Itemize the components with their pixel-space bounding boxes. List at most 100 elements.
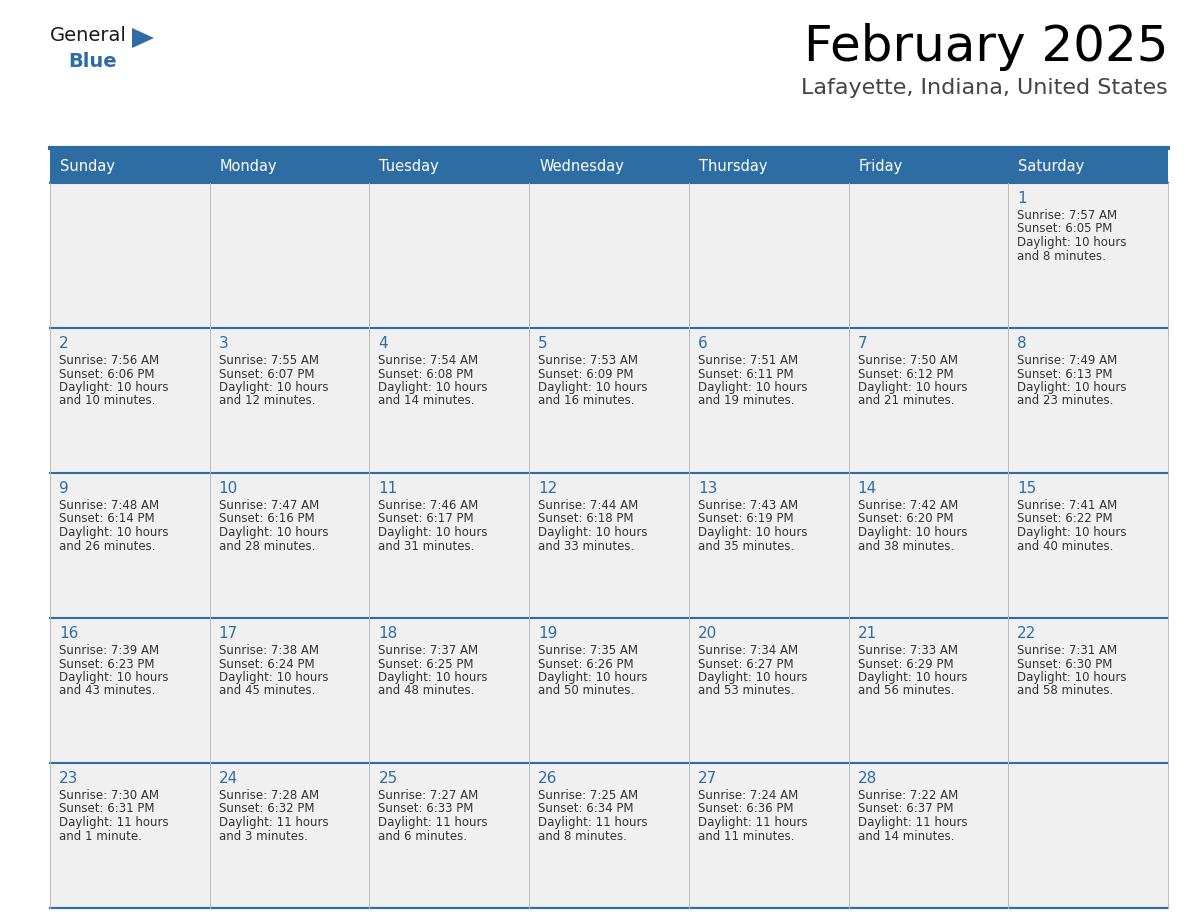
Text: Sunset: 6:31 PM: Sunset: 6:31 PM xyxy=(59,802,154,815)
Text: 5: 5 xyxy=(538,336,548,351)
Text: Sunrise: 7:41 AM: Sunrise: 7:41 AM xyxy=(1017,499,1118,512)
FancyBboxPatch shape xyxy=(369,183,529,328)
Text: Tuesday: Tuesday xyxy=(379,159,440,174)
Text: Daylight: 11 hours: Daylight: 11 hours xyxy=(697,816,808,829)
Text: and 8 minutes.: and 8 minutes. xyxy=(538,830,627,843)
Text: Lafayette, Indiana, United States: Lafayette, Indiana, United States xyxy=(801,78,1168,98)
Text: Sunrise: 7:31 AM: Sunrise: 7:31 AM xyxy=(1017,644,1118,657)
Text: Monday: Monday xyxy=(220,159,277,174)
Text: Sunset: 6:36 PM: Sunset: 6:36 PM xyxy=(697,802,794,815)
Text: Daylight: 11 hours: Daylight: 11 hours xyxy=(538,816,647,829)
Text: Daylight: 10 hours: Daylight: 10 hours xyxy=(1017,526,1126,539)
Text: Sunday: Sunday xyxy=(61,159,115,174)
Text: Sunset: 6:16 PM: Sunset: 6:16 PM xyxy=(219,512,315,525)
Text: Sunrise: 7:55 AM: Sunrise: 7:55 AM xyxy=(219,354,318,367)
FancyBboxPatch shape xyxy=(210,473,369,618)
FancyBboxPatch shape xyxy=(1009,618,1168,763)
Text: and 12 minutes.: and 12 minutes. xyxy=(219,395,315,408)
Text: Sunset: 6:23 PM: Sunset: 6:23 PM xyxy=(59,657,154,670)
FancyBboxPatch shape xyxy=(369,473,529,618)
Text: Sunrise: 7:53 AM: Sunrise: 7:53 AM xyxy=(538,354,638,367)
Text: Sunset: 6:11 PM: Sunset: 6:11 PM xyxy=(697,367,794,380)
Text: and 56 minutes.: and 56 minutes. xyxy=(858,685,954,698)
Text: Daylight: 10 hours: Daylight: 10 hours xyxy=(858,526,967,539)
Text: Sunrise: 7:35 AM: Sunrise: 7:35 AM xyxy=(538,644,638,657)
Text: Sunrise: 7:24 AM: Sunrise: 7:24 AM xyxy=(697,789,798,802)
Text: 23: 23 xyxy=(59,771,78,786)
FancyBboxPatch shape xyxy=(689,473,848,618)
Text: Sunset: 6:18 PM: Sunset: 6:18 PM xyxy=(538,512,633,525)
Text: and 45 minutes.: and 45 minutes. xyxy=(219,685,315,698)
FancyBboxPatch shape xyxy=(210,328,369,473)
Text: Sunrise: 7:33 AM: Sunrise: 7:33 AM xyxy=(858,644,958,657)
Text: 6: 6 xyxy=(697,336,708,351)
Text: Saturday: Saturday xyxy=(1018,159,1085,174)
Text: Sunrise: 7:54 AM: Sunrise: 7:54 AM xyxy=(379,354,479,367)
Text: Daylight: 10 hours: Daylight: 10 hours xyxy=(697,671,808,684)
Text: Sunset: 6:20 PM: Sunset: 6:20 PM xyxy=(858,512,953,525)
Text: Daylight: 11 hours: Daylight: 11 hours xyxy=(379,816,488,829)
Text: Sunset: 6:33 PM: Sunset: 6:33 PM xyxy=(379,802,474,815)
Text: Sunset: 6:25 PM: Sunset: 6:25 PM xyxy=(379,657,474,670)
Text: 12: 12 xyxy=(538,481,557,496)
Text: and 14 minutes.: and 14 minutes. xyxy=(379,395,475,408)
Text: Daylight: 10 hours: Daylight: 10 hours xyxy=(379,671,488,684)
Text: Daylight: 10 hours: Daylight: 10 hours xyxy=(538,671,647,684)
Text: Sunset: 6:14 PM: Sunset: 6:14 PM xyxy=(59,512,154,525)
Text: and 28 minutes.: and 28 minutes. xyxy=(219,540,315,553)
FancyBboxPatch shape xyxy=(369,618,529,763)
Text: Daylight: 10 hours: Daylight: 10 hours xyxy=(59,671,169,684)
Text: 20: 20 xyxy=(697,626,718,641)
Text: 28: 28 xyxy=(858,771,877,786)
FancyBboxPatch shape xyxy=(848,763,1009,908)
Text: Sunset: 6:13 PM: Sunset: 6:13 PM xyxy=(1017,367,1113,380)
FancyBboxPatch shape xyxy=(529,149,689,183)
Text: Sunrise: 7:34 AM: Sunrise: 7:34 AM xyxy=(697,644,798,657)
Text: 21: 21 xyxy=(858,626,877,641)
Text: Sunrise: 7:47 AM: Sunrise: 7:47 AM xyxy=(219,499,318,512)
Text: and 40 minutes.: and 40 minutes. xyxy=(1017,540,1113,553)
FancyBboxPatch shape xyxy=(50,763,210,908)
FancyBboxPatch shape xyxy=(1009,763,1168,908)
Text: 26: 26 xyxy=(538,771,557,786)
FancyBboxPatch shape xyxy=(50,149,210,183)
Text: and 3 minutes.: and 3 minutes. xyxy=(219,830,308,843)
Text: and 8 minutes.: and 8 minutes. xyxy=(1017,250,1106,263)
Text: Sunrise: 7:56 AM: Sunrise: 7:56 AM xyxy=(59,354,159,367)
Text: Daylight: 11 hours: Daylight: 11 hours xyxy=(858,816,967,829)
Text: 2: 2 xyxy=(59,336,69,351)
Text: Daylight: 10 hours: Daylight: 10 hours xyxy=(697,381,808,394)
Text: Sunset: 6:06 PM: Sunset: 6:06 PM xyxy=(59,367,154,380)
Text: Sunset: 6:07 PM: Sunset: 6:07 PM xyxy=(219,367,314,380)
Text: Daylight: 10 hours: Daylight: 10 hours xyxy=(219,526,328,539)
Text: 16: 16 xyxy=(59,626,78,641)
FancyBboxPatch shape xyxy=(689,763,848,908)
Text: Daylight: 10 hours: Daylight: 10 hours xyxy=(219,671,328,684)
Text: Sunset: 6:34 PM: Sunset: 6:34 PM xyxy=(538,802,633,815)
Text: Sunrise: 7:48 AM: Sunrise: 7:48 AM xyxy=(59,499,159,512)
Text: 1: 1 xyxy=(1017,191,1026,206)
Text: Daylight: 10 hours: Daylight: 10 hours xyxy=(1017,236,1126,249)
Text: and 16 minutes.: and 16 minutes. xyxy=(538,395,634,408)
Text: Sunrise: 7:42 AM: Sunrise: 7:42 AM xyxy=(858,499,958,512)
Text: Sunrise: 7:50 AM: Sunrise: 7:50 AM xyxy=(858,354,958,367)
Text: 14: 14 xyxy=(858,481,877,496)
Text: Sunrise: 7:46 AM: Sunrise: 7:46 AM xyxy=(379,499,479,512)
Text: Sunset: 6:09 PM: Sunset: 6:09 PM xyxy=(538,367,633,380)
Text: Sunrise: 7:44 AM: Sunrise: 7:44 AM xyxy=(538,499,638,512)
Text: 7: 7 xyxy=(858,336,867,351)
Text: 25: 25 xyxy=(379,771,398,786)
Text: and 53 minutes.: and 53 minutes. xyxy=(697,685,794,698)
Text: Sunset: 6:22 PM: Sunset: 6:22 PM xyxy=(1017,512,1113,525)
Text: February 2025: February 2025 xyxy=(803,23,1168,71)
Text: and 6 minutes.: and 6 minutes. xyxy=(379,830,467,843)
Text: Sunrise: 7:39 AM: Sunrise: 7:39 AM xyxy=(59,644,159,657)
Text: Sunrise: 7:49 AM: Sunrise: 7:49 AM xyxy=(1017,354,1118,367)
Text: Daylight: 10 hours: Daylight: 10 hours xyxy=(59,526,169,539)
Text: and 14 minutes.: and 14 minutes. xyxy=(858,830,954,843)
Text: 10: 10 xyxy=(219,481,238,496)
Polygon shape xyxy=(132,28,154,48)
Text: Sunset: 6:27 PM: Sunset: 6:27 PM xyxy=(697,657,794,670)
FancyBboxPatch shape xyxy=(210,763,369,908)
FancyBboxPatch shape xyxy=(848,328,1009,473)
